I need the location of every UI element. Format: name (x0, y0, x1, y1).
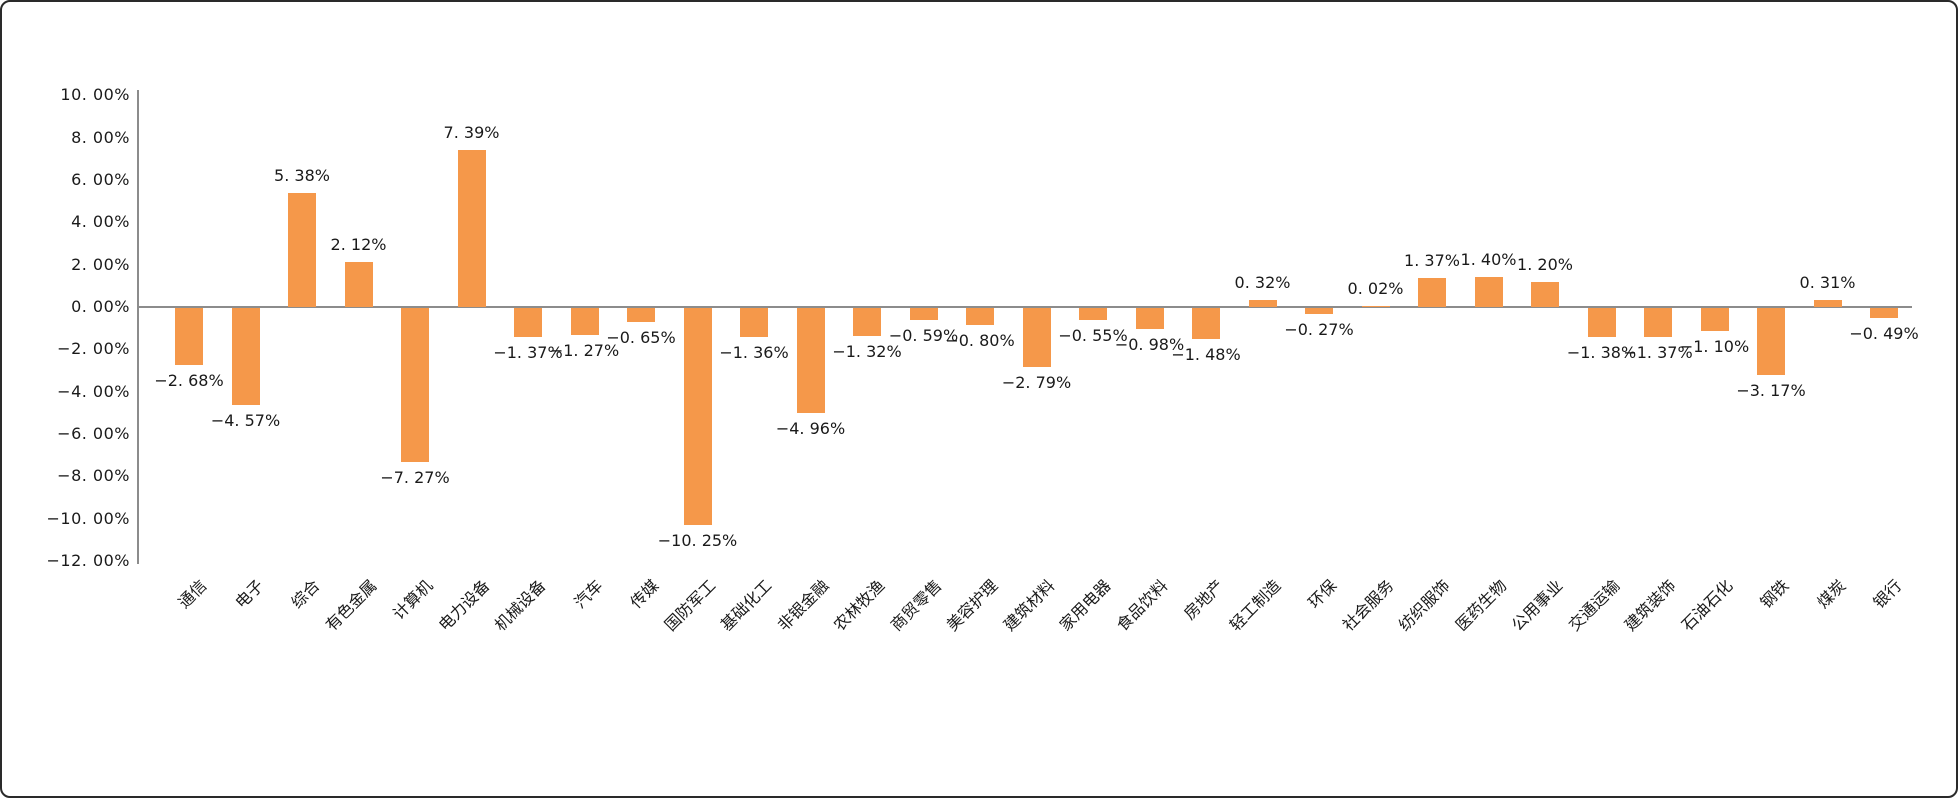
bar-value-label: −0. 98% (1114, 334, 1185, 354)
bar (231, 308, 260, 405)
bar-value-label: −0. 55% (1058, 325, 1128, 345)
bar-value-label: −3. 17% (1736, 381, 1806, 401)
bar-value-label: −1. 27% (549, 340, 620, 360)
bar (514, 308, 542, 338)
bar-value-label: 1. 20% (1517, 254, 1573, 274)
bar-value-label: −10. 25% (657, 531, 738, 551)
bar-value-label: 5. 38% (274, 166, 330, 186)
bar (175, 308, 203, 365)
bar (1700, 308, 1729, 332)
bar-value-label: −0. 80% (945, 330, 1015, 350)
bar-value-label: −1. 37% (1623, 343, 1693, 363)
y-axis-tick: 4. 00% (71, 212, 130, 232)
bar (1644, 308, 1672, 338)
y-axis-tick: −8. 00% (57, 466, 130, 486)
bar (853, 308, 881, 336)
bar-value-label: −1. 38% (1566, 343, 1637, 363)
y-axis-tick: −12. 00% (46, 551, 130, 571)
bar (344, 262, 373, 307)
bar-value-label: −4. 57% (210, 410, 281, 430)
bar-value-label: 2. 12% (330, 235, 387, 255)
bar-value-label: −2. 68% (154, 370, 224, 390)
bar-value-label: −7. 27% (380, 467, 450, 487)
bar (1248, 300, 1277, 307)
bar-value-label: −0. 27% (1284, 319, 1354, 339)
bar (1418, 277, 1446, 307)
bar (966, 308, 994, 325)
bar-value-label: −1. 36% (719, 342, 789, 362)
bar (570, 308, 599, 335)
bar-value-label: −0. 59% (888, 326, 959, 346)
bar (909, 308, 938, 321)
y-axis-tick: −6. 00% (57, 424, 130, 444)
bar-value-label: −1. 48% (1171, 345, 1241, 365)
y-axis-tick: 8. 00% (71, 127, 130, 147)
bar (740, 308, 768, 337)
bar-value-label: −1. 10% (1679, 337, 1750, 357)
y-axis-line (137, 90, 139, 564)
bar (1135, 308, 1164, 329)
bar-value-label: 0. 02% (1347, 279, 1404, 298)
bar (401, 308, 429, 462)
bar (1305, 308, 1333, 314)
y-axis-tick: 2. 00% (71, 254, 130, 274)
bar (1587, 308, 1616, 338)
bar (796, 308, 825, 414)
bar-value-label: −0. 65% (606, 327, 676, 347)
bar-value-label: 1. 37% (1404, 250, 1460, 270)
bar (1022, 308, 1051, 368)
bar (1192, 308, 1220, 340)
y-axis-tick: 10. 00% (60, 85, 130, 105)
bar (627, 308, 655, 322)
bar (1474, 277, 1503, 307)
y-axis-tick: −2. 00% (57, 339, 130, 359)
y-axis-tick: −10. 00% (46, 508, 130, 528)
x-axis-zero-line (137, 306, 1912, 308)
bar-value-label: 7. 39% (443, 123, 500, 143)
bar-value-label: −1. 37% (493, 343, 563, 363)
bar-value-label: 1. 40% (1460, 250, 1517, 270)
bar (1079, 308, 1107, 320)
y-axis-tick: 0. 00% (71, 297, 130, 316)
bar (1757, 308, 1785, 376)
bar (1813, 300, 1842, 307)
bar-value-label: −4. 96% (775, 419, 846, 439)
bar-value-label: −2. 79% (1001, 373, 1072, 393)
y-axis-tick: 6. 00% (71, 169, 130, 189)
bar-value-label: 0. 32% (1234, 273, 1291, 293)
bar (1361, 306, 1390, 307)
bar-value-label: 0. 31% (1799, 273, 1856, 293)
bar (288, 193, 316, 307)
bar (1870, 308, 1898, 319)
bar-value-label: −0. 49% (1849, 324, 1919, 344)
bar-value-label: −1. 32% (832, 341, 902, 361)
y-axis-tick: −4. 00% (57, 381, 130, 401)
bar (457, 150, 486, 307)
bar (1531, 281, 1559, 307)
bar (683, 308, 712, 526)
